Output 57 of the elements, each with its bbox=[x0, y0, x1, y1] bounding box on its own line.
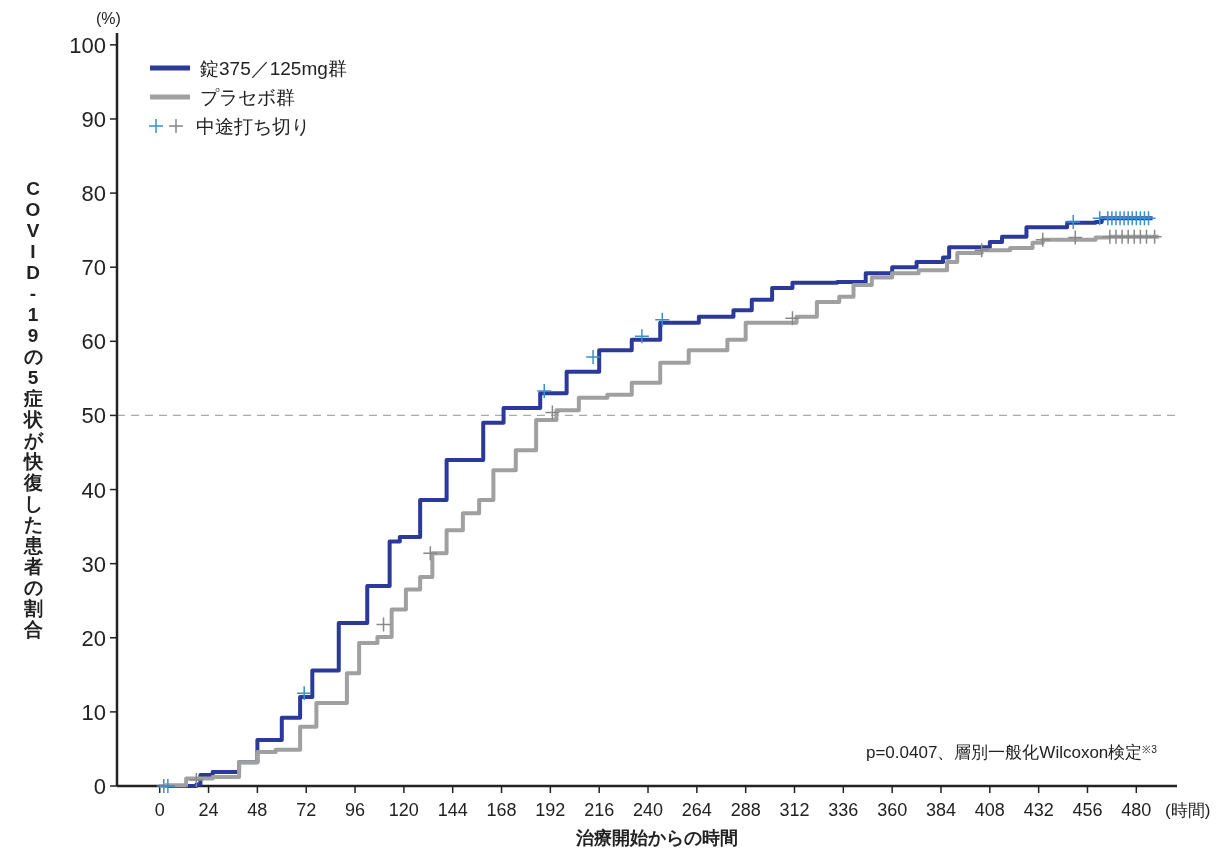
x-tick-label: 360 bbox=[877, 800, 908, 820]
point bbox=[536, 383, 553, 399]
legend-label: プラセボ群 bbox=[200, 87, 295, 108]
x-tick-label: 168 bbox=[486, 800, 517, 820]
x-tick-label: 240 bbox=[632, 800, 664, 820]
point bbox=[296, 685, 312, 702]
x-tick-label: 192 bbox=[535, 800, 566, 820]
x-tick-label: 336 bbox=[828, 800, 859, 820]
text: (時間) bbox=[1165, 801, 1211, 820]
x-tick-label: 216 bbox=[584, 800, 615, 820]
x-tick-label: 480 bbox=[1121, 800, 1152, 820]
point bbox=[544, 404, 561, 421]
point bbox=[1067, 229, 1084, 246]
x-tick-label: 432 bbox=[1023, 800, 1054, 820]
x-tick-label: 264 bbox=[681, 800, 712, 820]
legend: 中途打ち切り bbox=[148, 116, 310, 137]
legend-label: 中途打ち切り bbox=[196, 116, 310, 137]
x-tick-label: 456 bbox=[1072, 800, 1103, 820]
x-tick-label: 408 bbox=[974, 800, 1005, 820]
y-tick-label: 40 bbox=[81, 477, 106, 503]
y-tick-label: 0 bbox=[93, 774, 106, 799]
x-tick-label: 0 bbox=[154, 800, 165, 820]
x-tick-label: 72 bbox=[296, 800, 317, 820]
point bbox=[634, 328, 650, 344]
point bbox=[1065, 214, 1081, 230]
point bbox=[422, 545, 439, 562]
point bbox=[375, 616, 392, 633]
point bbox=[188, 772, 205, 788]
y-tick-label: 60 bbox=[81, 329, 106, 355]
y-tick-label: 70 bbox=[81, 255, 106, 281]
y-tick-label: 50 bbox=[81, 403, 106, 429]
x-tick-label: 48 bbox=[247, 800, 268, 820]
y-tick-label: 30 bbox=[81, 551, 106, 577]
annotation: p=0.0407、層別一般化Wilcoxon検定$^{※3}$ bbox=[865, 743, 1158, 762]
point bbox=[1146, 229, 1163, 245]
point bbox=[973, 242, 990, 258]
legend-label: 錠375／125mg群 bbox=[200, 58, 347, 79]
x-tick-label: 288 bbox=[730, 800, 761, 820]
point bbox=[1034, 232, 1051, 248]
x-tick-label: 312 bbox=[779, 800, 810, 820]
x-axis-title: 治療開始からの時間 bbox=[575, 828, 738, 848]
x-tick-label: 384 bbox=[925, 800, 957, 820]
point bbox=[585, 349, 601, 365]
y-tick-label: 100 bbox=[69, 32, 106, 58]
x-tick-label: 144 bbox=[437, 800, 468, 820]
y-tick-label: 80 bbox=[81, 181, 106, 207]
point bbox=[784, 310, 801, 327]
text: (%) bbox=[96, 10, 121, 27]
x-tick-label: 24 bbox=[198, 800, 219, 820]
y-tick-label: 90 bbox=[81, 106, 106, 132]
point bbox=[160, 778, 176, 794]
x-tick-label: 96 bbox=[345, 800, 366, 820]
x-tick-label: 120 bbox=[388, 800, 419, 820]
y-tick-label: 20 bbox=[81, 625, 106, 651]
text: COVID-19の5症状が快復した患者の割合 bbox=[23, 177, 43, 640]
y-tick-label: 10 bbox=[81, 699, 106, 725]
point bbox=[654, 312, 671, 328]
